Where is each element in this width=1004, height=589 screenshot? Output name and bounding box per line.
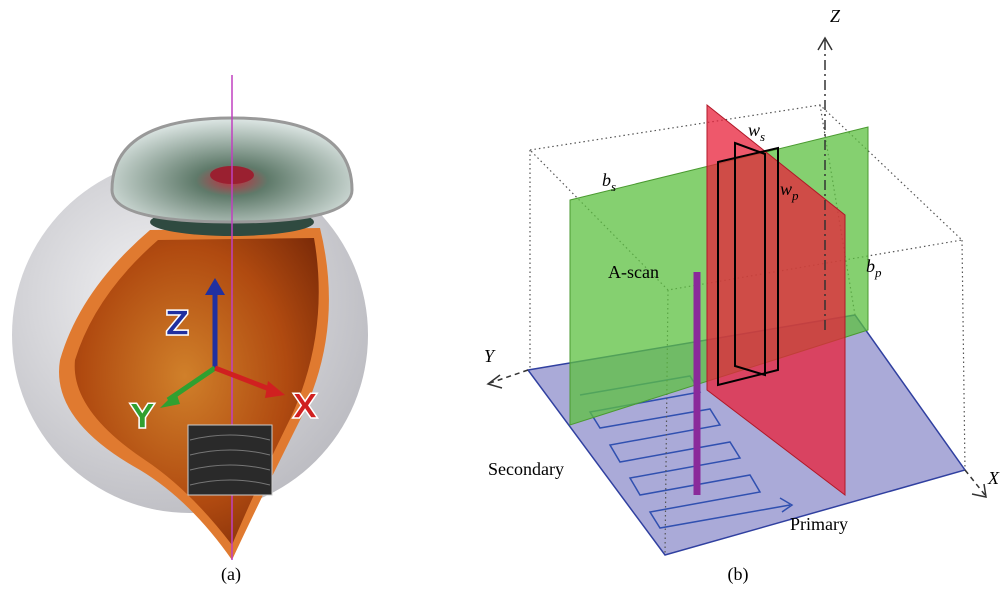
label: A-scan — [608, 262, 659, 282]
label-sub: s — [611, 179, 616, 194]
label: Primary — [790, 514, 848, 534]
axis-label: Y — [129, 397, 155, 437]
axis-label: X — [987, 468, 1000, 488]
axis-label: Z — [165, 304, 190, 344]
label-base: w — [780, 179, 792, 199]
label: Secondary — [488, 459, 564, 479]
label-sub: s — [760, 129, 765, 144]
label-sub: p — [874, 265, 882, 280]
eye-illustration — [12, 75, 368, 560]
label-base: b — [602, 170, 611, 190]
label-base: w — [748, 120, 760, 140]
caption: (a) — [221, 564, 241, 585]
axis-label: Z — [830, 6, 841, 26]
axis-label: Y — [484, 346, 496, 366]
figure: Z Y X (a) Z Y X ws wp bs bp A-scan Secon… — [0, 0, 1004, 589]
axis-label: X — [292, 387, 318, 427]
label-sub: p — [791, 188, 799, 203]
label-base: b — [866, 256, 875, 276]
caption: (b) — [728, 564, 749, 585]
